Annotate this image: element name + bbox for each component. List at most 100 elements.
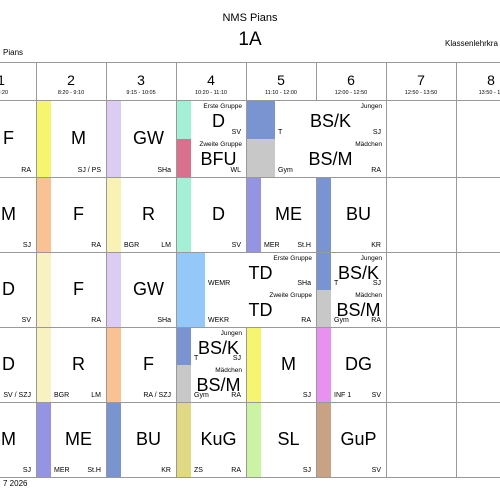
teacher: RA / SZJ — [143, 392, 171, 399]
teacher: SHa — [157, 317, 171, 324]
teacher: SV — [371, 467, 381, 474]
color-stripe — [317, 253, 331, 290]
subject: M — [71, 128, 86, 148]
color-stripe — [317, 328, 331, 402]
group-label: Jungen — [360, 255, 382, 262]
subject: BU — [135, 429, 161, 449]
color-stripe — [107, 253, 121, 327]
subject: D — [212, 204, 225, 224]
teacher: SV / SZJ — [3, 392, 31, 399]
subject: GW — [133, 128, 164, 148]
color-stripe — [107, 178, 121, 252]
subject: M — [1, 429, 16, 449]
period-number: 5 — [277, 72, 285, 88]
color-stripe — [37, 328, 51, 402]
grid-line — [0, 477, 500, 478]
teacher: St.H — [87, 467, 101, 474]
group-label: Zweite Gruppe — [269, 292, 312, 299]
teacher: SHa — [157, 167, 171, 174]
period-number: 3 — [137, 72, 145, 88]
color-stripe — [107, 328, 121, 402]
footer: 7 2026 — [3, 479, 28, 488]
color-stripe — [177, 178, 191, 252]
group-label: Jungen — [360, 103, 382, 110]
subject: BS/K — [197, 337, 240, 358]
teacher: RA — [91, 317, 101, 324]
color-stripe — [317, 403, 331, 477]
room: Gym — [194, 392, 209, 399]
color-stripe — [177, 403, 191, 477]
period-number: 4 — [207, 72, 215, 88]
teacher-label: Klassenlehrkra — [445, 39, 498, 48]
teacher: SHa — [297, 280, 311, 287]
period-number: 2 — [67, 72, 75, 88]
subject: ME — [275, 204, 302, 224]
room: T — [334, 280, 339, 287]
subject: ME — [65, 429, 92, 449]
color-stripe — [247, 101, 275, 139]
period-number: 8 — [487, 72, 495, 88]
grid-line — [456, 62, 457, 477]
grid-line — [0, 100, 500, 101]
teacher: LM — [161, 242, 171, 249]
grid-line — [0, 402, 500, 403]
color-stripe — [177, 328, 191, 365]
teacher: SJ — [302, 467, 311, 474]
cell-background — [0, 328, 36, 402]
teacher: KR — [161, 467, 171, 474]
room: INF 1 — [334, 392, 352, 399]
grid-line — [176, 62, 177, 477]
room: T — [194, 355, 199, 362]
color-stripe — [177, 365, 191, 402]
subject: BS/M — [336, 299, 381, 320]
period-time: 12:50 - 13:50 — [404, 90, 438, 96]
teacher: WL — [230, 167, 242, 174]
period-number: 7 — [417, 72, 425, 88]
teacher: RA — [21, 167, 31, 174]
color-stripe — [247, 139, 275, 177]
period-time: 12:00 - 12:50 — [334, 90, 368, 96]
color-stripe — [177, 253, 205, 290]
color-stripe — [317, 290, 331, 327]
period-time: 11:10 - 12:00 — [264, 90, 297, 96]
period-time: 8:20 - 9:10 — [57, 90, 85, 96]
cell-background — [0, 403, 36, 477]
subject: BS/K — [309, 111, 352, 131]
cell-background — [0, 178, 36, 252]
color-stripe — [247, 328, 261, 402]
grid-line — [0, 62, 500, 63]
room: BGR — [124, 242, 140, 249]
class-name: 1A — [238, 29, 262, 50]
teacher: SJ — [22, 467, 31, 474]
teacher: SJ — [372, 280, 381, 287]
teacher: RA — [301, 317, 311, 324]
color-stripe — [247, 403, 261, 477]
group-label: Erste Gruppe — [273, 255, 312, 262]
teacher: SV — [371, 392, 381, 399]
teacher: RA — [371, 167, 381, 174]
teacher: SJ / PS — [77, 167, 101, 174]
period-number: 1 — [0, 72, 5, 88]
room: Gym — [278, 167, 293, 174]
color-stripe — [177, 139, 191, 177]
subject: BFU — [200, 149, 237, 169]
period-time: 10:20 - 11:10 — [194, 90, 227, 96]
teacher: LM — [91, 392, 101, 399]
room: WEMR — [208, 280, 231, 287]
cell-background — [0, 253, 36, 327]
color-stripe — [37, 253, 51, 327]
teacher: RA — [231, 392, 241, 399]
period-number: 6 — [347, 72, 355, 88]
color-stripe — [317, 178, 331, 252]
subject: F — [73, 204, 84, 224]
grid-line — [316, 62, 317, 477]
room: Gym — [334, 317, 349, 324]
color-stripe — [177, 290, 205, 327]
subject: DG — [345, 354, 372, 374]
grid-line — [386, 62, 387, 477]
room: BGR — [54, 392, 70, 399]
subject: BS/M — [196, 374, 241, 395]
group-label: Erste Gruppe — [203, 103, 242, 110]
room: WEKR — [208, 317, 229, 324]
